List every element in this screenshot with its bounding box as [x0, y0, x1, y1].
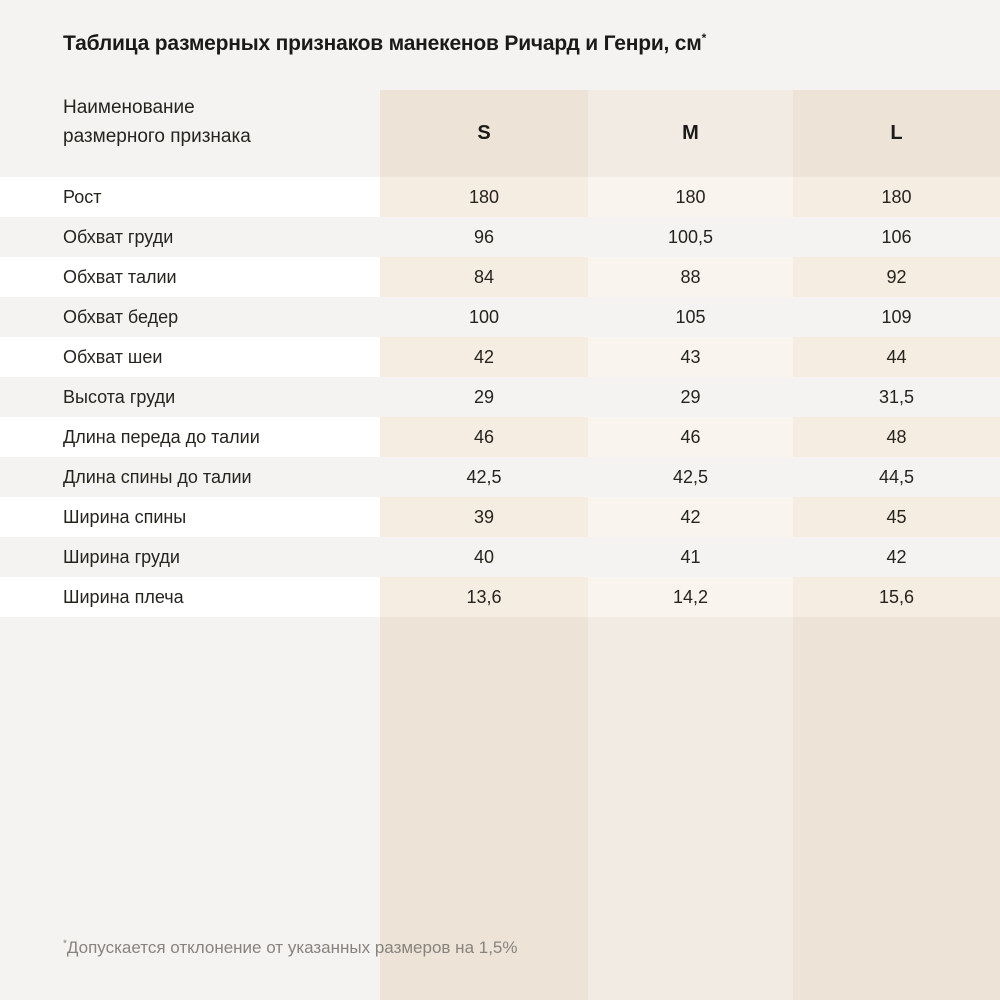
cell-value: 44 — [793, 337, 1000, 377]
cell-value: 43 — [588, 337, 793, 377]
cell-value: 180 — [380, 177, 588, 217]
cell-value: 29 — [473, 387, 495, 407]
row-label: Обхват талии — [0, 257, 380, 297]
row-label: Ширина спины — [0, 497, 380, 537]
cell-value: 105 — [675, 307, 706, 327]
cell-value: 41 — [680, 547, 701, 567]
cell-value: 109 — [881, 307, 912, 327]
header-label-line1: Наименование — [63, 97, 195, 118]
cell-value: 96 — [473, 227, 495, 247]
cell-value: 15,6 — [793, 577, 1000, 617]
row-label: Ширина плеча — [0, 577, 380, 617]
row-label: Рост — [0, 177, 380, 217]
cell-value: 180 — [793, 177, 1000, 217]
cell-value: 100 — [468, 307, 500, 327]
cell-value: 46 — [588, 417, 793, 457]
cell-value: 44,5 — [878, 467, 915, 487]
cell-value: 46 — [380, 417, 588, 457]
footnote-asterisk: * — [63, 938, 67, 950]
size-table: Наименование размерного признака S M L Р… — [0, 90, 1000, 1000]
cell-value: 39 — [380, 497, 588, 537]
page-title: Таблица размерных признаков манекенов Ри… — [63, 31, 706, 56]
cell-value: 29 — [680, 387, 701, 407]
cell-value: 180 — [588, 177, 793, 217]
footnote-text: Допускается отклонение от указанных разм… — [66, 938, 518, 957]
column-header-m: M — [588, 90, 793, 177]
page-title-text: Таблица размерных признаков манекенов Ри… — [63, 32, 702, 55]
column-stripe-l — [793, 617, 1000, 1000]
cell-value: 45 — [793, 497, 1000, 537]
cell-value: 42 — [886, 547, 907, 567]
cell-value: 100,5 — [667, 227, 714, 247]
cell-value: 106 — [881, 227, 912, 247]
table-header-label: Наименование размерного признака — [0, 90, 380, 177]
row-label: Обхват шеи — [0, 337, 380, 377]
cell-value: 42 — [380, 337, 588, 377]
row-label: Обхват груди — [63, 227, 174, 247]
cell-value: 84 — [380, 257, 588, 297]
column-stripe-s — [380, 617, 588, 1000]
cell-value: 14,2 — [588, 577, 793, 617]
cell-value: 88 — [588, 257, 793, 297]
row-label: Обхват бедер — [63, 307, 179, 327]
row-label: Длина переда до талии — [0, 417, 380, 457]
row-label: Длина спины до талии — [63, 467, 252, 487]
title-asterisk: * — [701, 31, 707, 45]
column-header-l: L — [793, 90, 1000, 177]
row-label: Высота груди — [63, 387, 176, 407]
row-label: Ширина груди — [63, 547, 180, 567]
cell-value: 48 — [793, 417, 1000, 457]
cell-value: 40 — [473, 547, 495, 567]
cell-value: 92 — [793, 257, 1000, 297]
cell-value: 13,6 — [380, 577, 588, 617]
cell-value: 42,5 — [466, 467, 502, 487]
cell-value: 42 — [588, 497, 793, 537]
header-label-line2: размерного признака — [63, 126, 251, 147]
column-header-s: S — [380, 90, 588, 177]
footnote: *Допускается отклонение от указанных раз… — [63, 938, 518, 958]
column-stripe-m — [588, 617, 793, 1000]
cell-value: 31,5 — [878, 387, 915, 407]
cell-value: 42,5 — [672, 467, 709, 487]
